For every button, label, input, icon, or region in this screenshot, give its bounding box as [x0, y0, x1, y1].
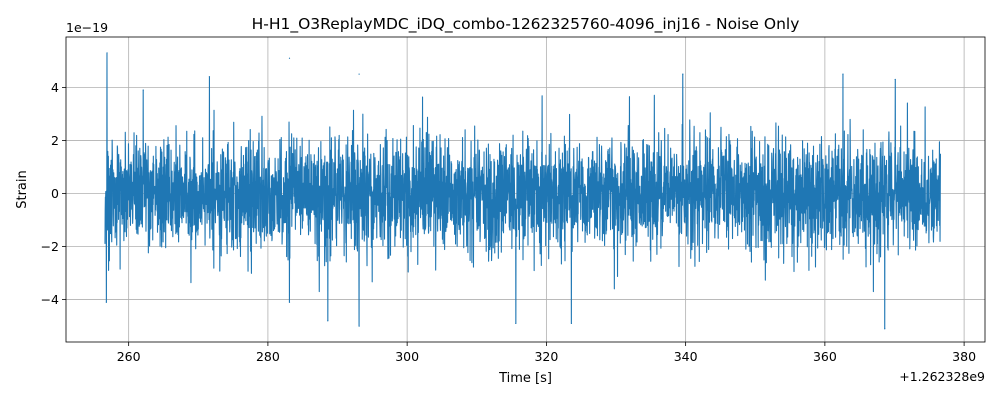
strain-trough-point — [884, 328, 886, 330]
strain-trough-point — [515, 322, 517, 325]
chart-title: H-H1_O3ReplayMDC_iDQ_combo-1262325760-40… — [252, 15, 800, 34]
y-scale-label: 1e−19 — [66, 20, 108, 35]
strain-peak-point — [842, 73, 844, 75]
strain-trough-point — [358, 325, 360, 327]
y-tick-label: −4 — [41, 292, 59, 307]
strain-series-line — [104, 52, 941, 330]
strain-trough-point — [288, 301, 291, 303]
x-axis-label: Time [s] — [498, 371, 552, 386]
strain-peak-point — [106, 52, 108, 54]
x-offset-label: +1.262328e9 — [899, 369, 985, 384]
strain-peak-point — [894, 78, 896, 81]
y-tick-label: −2 — [41, 239, 59, 254]
y-axis-label: Strain — [15, 170, 30, 209]
strain-peak-point — [358, 73, 360, 75]
x-tick-label: 260 — [117, 349, 141, 364]
strain-peak-point — [682, 73, 684, 75]
ticks: 260 280 300 320 340 360 380 −4 −2 0 2 4 — [41, 80, 977, 364]
x-tick-label: 280 — [256, 349, 280, 364]
x-tick-label: 300 — [395, 349, 419, 364]
x-tick-label: 340 — [674, 349, 698, 364]
strain-peak-point — [288, 57, 291, 59]
strain-trough-point — [105, 301, 107, 303]
y-tick-label: 2 — [51, 133, 59, 148]
plot-frame — [65, 36, 986, 343]
x-tick-label: 320 — [534, 349, 558, 364]
strain-peak-point — [142, 89, 144, 91]
strain-trough-point — [327, 320, 329, 322]
strain-peak-point — [208, 76, 211, 78]
strain-trough-point — [570, 322, 573, 325]
y-tick-label: 0 — [51, 186, 59, 201]
data-layer — [104, 52, 941, 330]
y-tick-label: 4 — [51, 80, 59, 95]
x-tick-label: 360 — [813, 349, 837, 364]
x-tick-label: 380 — [952, 349, 976, 364]
